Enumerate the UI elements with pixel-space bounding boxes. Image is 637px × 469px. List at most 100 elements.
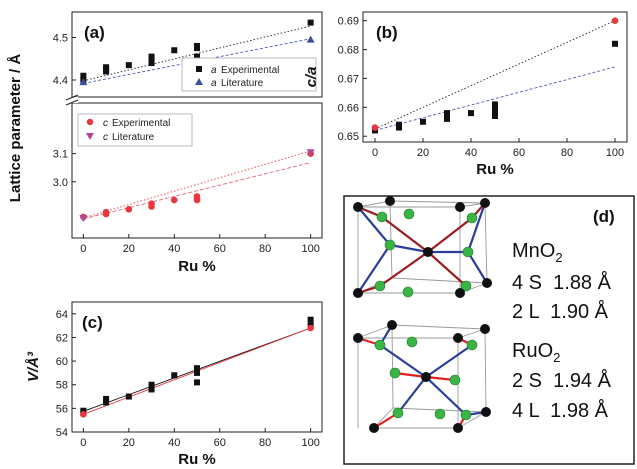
panel-a-upper-ytick-label: 4.5 [53,33,68,45]
ruo2-long-bond-label: 4 L 1.98 Å [512,399,609,422]
mno2-short-bond-label: 4 S 1.88 Å [512,271,612,294]
panel-b-fit-line [374,66,616,131]
mno2-formula: MnO2 [512,240,563,265]
panel-b-xtick-label: 100 [606,147,624,159]
panel-c-point [148,381,155,388]
panel-c-ylabel: V/Å³ [25,351,42,382]
legend-a-lower-box [77,113,193,147]
legend-a-upper: a Experimental a Literature [181,57,317,92]
panel-a-upper-point [307,19,314,26]
ruo2-oxygen-atoms [374,336,478,421]
panel-a-upper-point [194,43,200,49]
panel-a-lower-fit-line [83,150,311,219]
panel-c-ytick-label: 56 [56,403,68,415]
panel-c-frame [71,301,323,433]
panel-b-point [611,17,619,24]
panel-c-xtick-label: 0 [80,437,86,449]
panel-a-xtick-label: 80 [259,243,271,255]
panel-b-point [492,101,498,108]
panel-c-ytick-label: 60 [56,356,68,368]
panel-a-upper-point [148,60,155,66]
panel-b-xtick-label: 20 [417,147,429,159]
panel-b-point [420,118,426,125]
panel-a-lower-point [102,208,110,216]
panel-a: 0 20 40 60 80 100 4.4 4.5 3.0 3.1 (a) Lattice par… [7,11,323,275]
panel-a-upper-point [80,72,87,79]
mno2-structure [353,196,492,298]
panel-a-xtick-label: 20 [123,243,135,255]
panel-c-point [80,407,87,414]
legend-c-lit-symbol: c [103,132,108,143]
legend-a-lit-label: Literature [221,78,264,89]
axis-break-mark [65,99,79,106]
panel-a-upper-fit-line [83,25,311,82]
panel-c-point [171,372,178,379]
panel-a-frame-lower [71,102,323,239]
panel-c-xtick-label: 60 [214,437,226,449]
panel-a-frame-upper [71,11,323,98]
panel-b-point [492,113,498,119]
panel-b-ytick-label: 0.69 [338,16,359,28]
ruo2-metal-atoms [353,320,491,433]
panel-c-point [194,365,200,372]
panel-a-lower-fit-line [83,162,311,220]
panel-b-ylabel: c/a [303,67,320,88]
ruo2-short-bond-label: 2 S 1.94 Å [512,369,612,392]
panel-c-xtick-label: 80 [259,437,271,449]
legend-a-exp-symbol: a [211,65,217,76]
mno2-oxygen-atoms [374,208,478,298]
legend-a-upper-box [181,57,317,92]
panel-a-lower-ytick-label: 3.0 [53,177,68,189]
panel-b: 0 20 40 60 80 100 0.65 0.66 0.67 0.68 0.69 (b) c/a… [303,11,628,178]
panel-b-xtick-label: 60 [513,147,525,159]
panel-c-point [80,410,87,418]
panel-b-point [612,40,618,47]
panel-a-lower-point [125,206,133,213]
panel-a-upper-point [148,53,155,60]
panel-a-xlabel: Ru % [178,258,216,275]
legend-c-lit-label: Literature [112,132,155,143]
panel-a-lower-point [79,215,88,223]
panel-a-upper-point [125,62,132,69]
panel-a-lower-point [193,196,201,204]
panel-b-ytick-label: 0.65 [338,131,359,143]
ruo2-cell-edges [357,324,487,429]
panel-b-xtick-label: 40 [465,147,477,159]
panel-c-point [194,369,200,376]
legend-marker-circle [86,118,94,126]
mno2-metal-atoms [353,196,492,298]
panel-a-upper-ytick-label: 4.4 [53,75,68,87]
panel-c-xtick-label: 100 [301,437,319,449]
legend-a-exp-label: Experimental [221,65,279,76]
legend-marker-triangle [195,78,203,85]
panel-c-ytick-label: 64 [56,309,68,321]
panel-a-upper-point [103,66,110,73]
panel-a-xtick-label: 100 [301,243,319,255]
panel-b-xlabel: Ru % [476,161,514,178]
panel-a-xtick-label: 60 [214,243,226,255]
panel-c-point [307,324,314,332]
panel-b-label: (b) [376,23,398,42]
panel-c-xlabel: Ru % [178,451,216,468]
panel-a-upper-point [306,35,315,43]
panel-c: 0 20 40 60 80 100 54 56 58 60 62 64 (c) V/Å³ Ru % [25,301,323,468]
panel-d: (d) [343,195,635,465]
panel-a-ylabel: Lattice parameter / Å [7,54,24,203]
panel-b-ytick-label: 0.67 [338,73,359,85]
panel-c-xtick-label: 40 [168,437,180,449]
panel-b-point [444,110,450,117]
panel-b-point [371,124,379,131]
panel-a-xtick-label: 0 [80,243,86,255]
legend-a-lit-symbol: a [211,78,217,89]
panel-a-upper-point [79,78,88,86]
panel-c-point [307,316,314,323]
panel-c-ytick-label: 58 [56,380,68,392]
panel-c-point [103,395,110,402]
panel-a-lower-point [170,196,178,204]
panel-c-ytick-label: 62 [56,332,68,344]
legend-c-exp-label: Experimental [112,118,170,129]
mno2-long-bond-label: 2 L 1.90 Å [512,300,609,323]
panel-b-point [468,110,474,117]
legend-a-lower: c Experimental c Literature [77,113,193,147]
panel-a-xtick-label: 40 [168,243,180,255]
